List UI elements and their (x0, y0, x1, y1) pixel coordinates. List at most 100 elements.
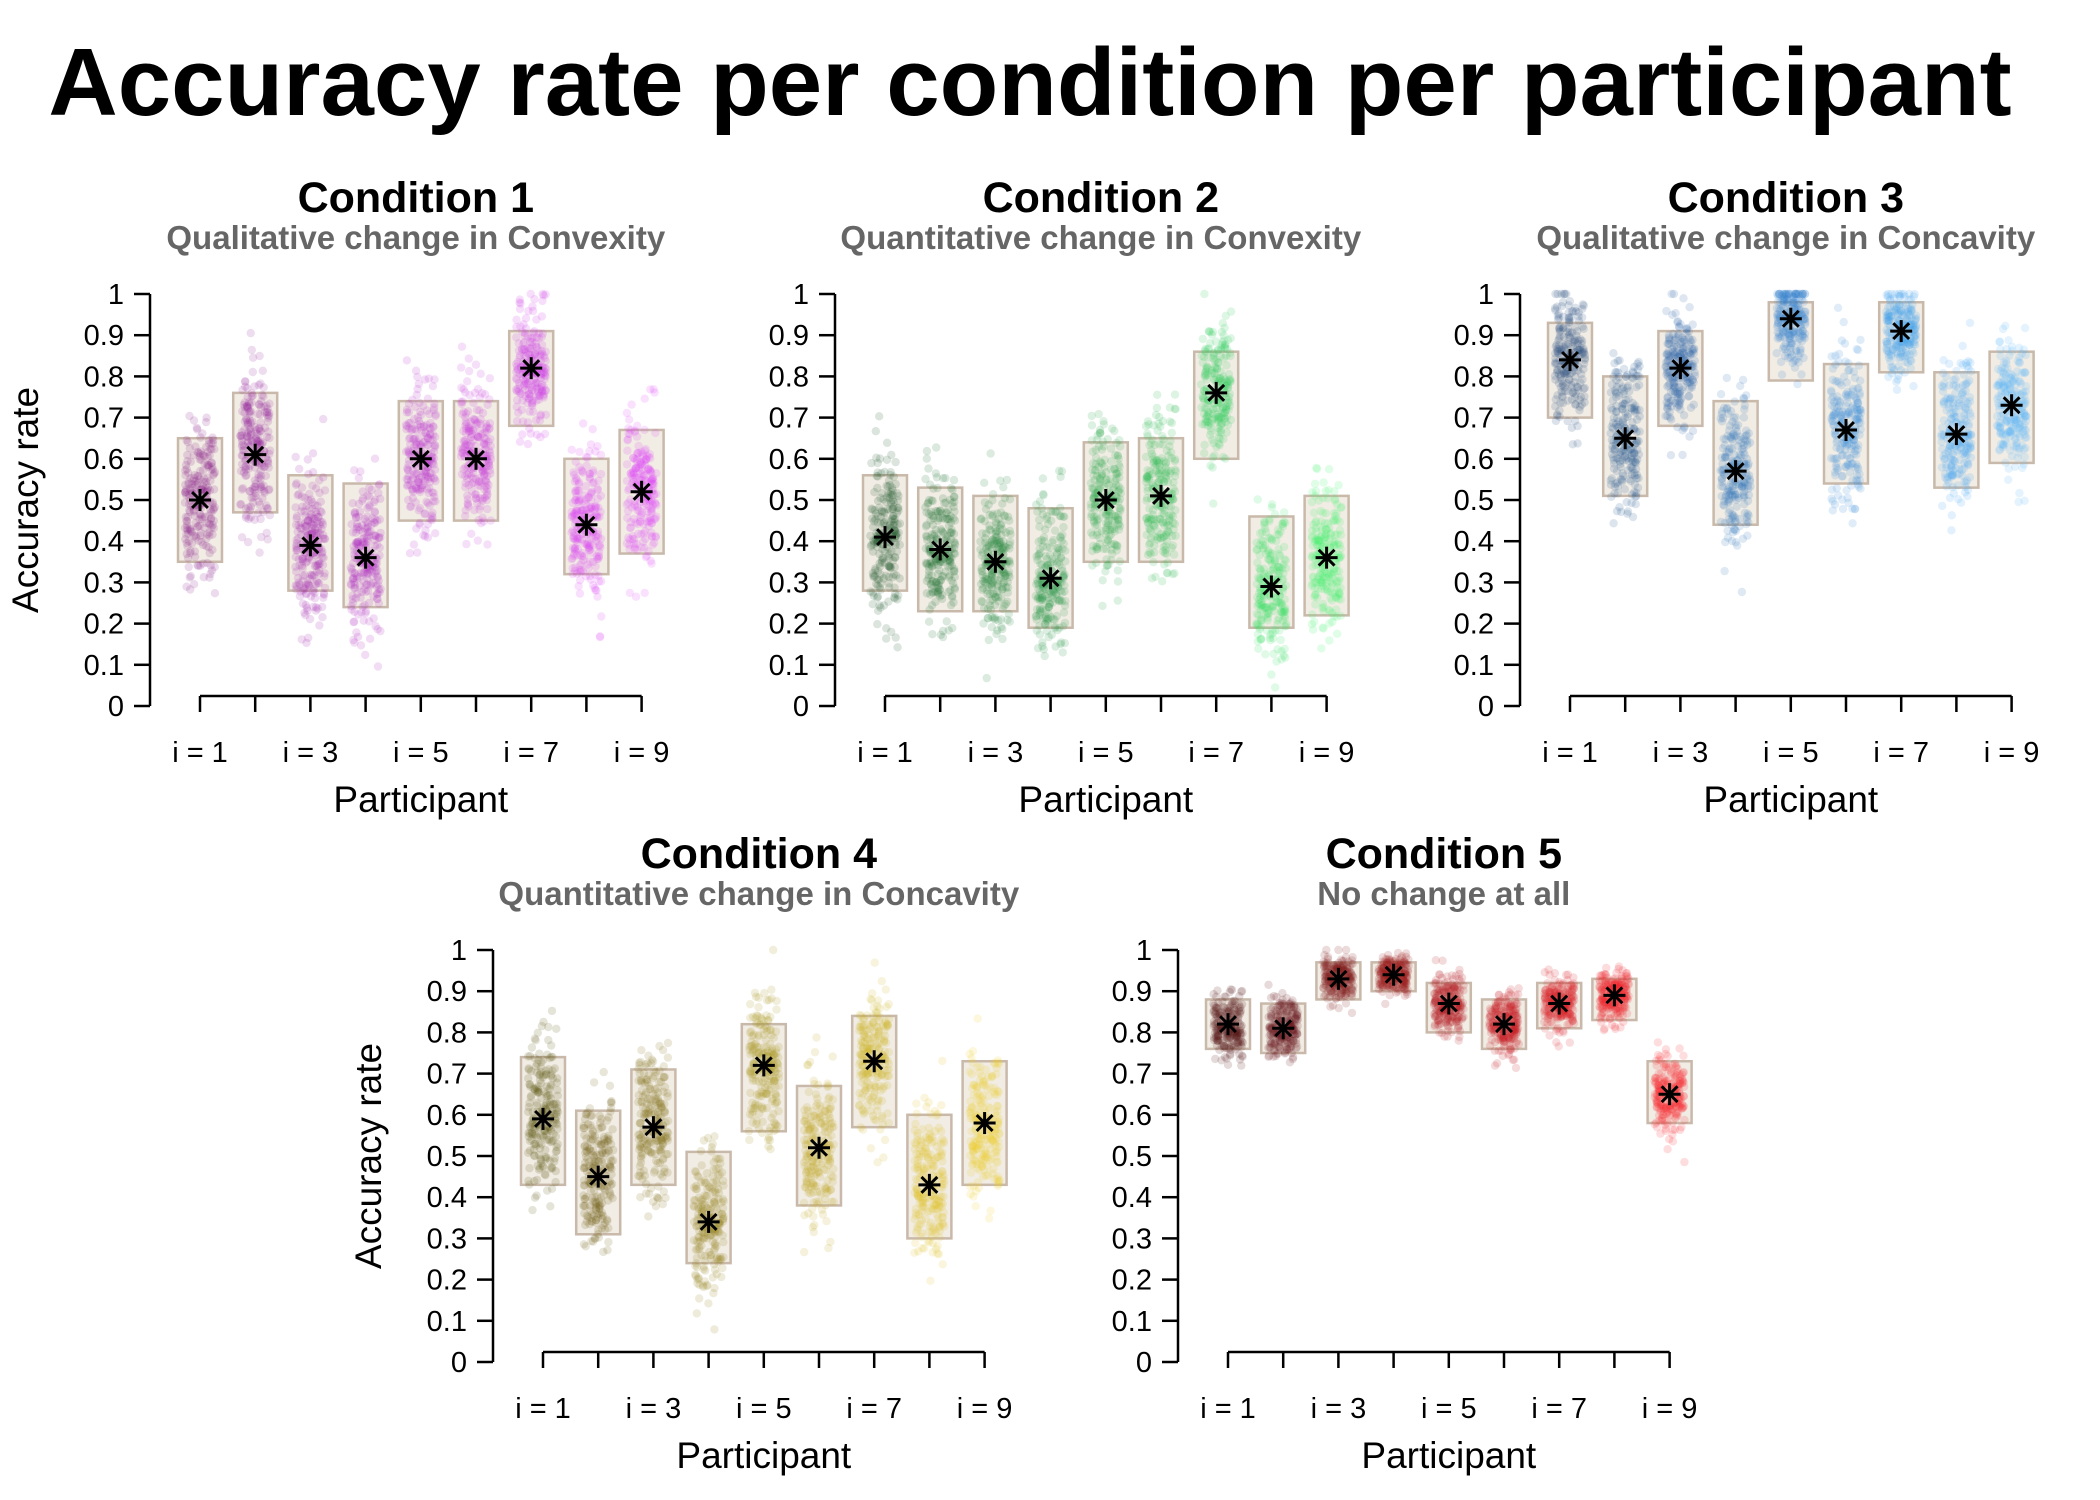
participant-points (910, 1056, 949, 1286)
mean-marker (1779, 307, 1802, 330)
y-tick-label: 0.7 (427, 1059, 467, 1091)
participant-points (921, 443, 960, 642)
panel-subtitle: Quantitative change in Concavity (498, 875, 1019, 912)
panel-subtitle: No change at all (1317, 875, 1570, 912)
y-tick-label: 1 (793, 279, 809, 311)
x-tick-label: i = 1 (1542, 737, 1598, 769)
participant-points (1264, 980, 1302, 1067)
y-tick-label: 0.6 (1454, 444, 1494, 476)
x-tick-label: i = 5 (736, 1393, 792, 1425)
y-tick-label: 0.7 (769, 403, 809, 435)
participant-points (1606, 349, 1644, 528)
panel-title: Condition 3 (1668, 174, 1904, 222)
x-tick-label: i = 1 (515, 1393, 571, 1425)
y-tick-label: 0.5 (427, 1141, 467, 1173)
mean-marker (752, 1054, 775, 1077)
interval-box (287, 474, 334, 592)
mean-marker (1217, 1013, 1239, 1036)
mean-marker (1094, 489, 1117, 511)
y-axis-title: Accuracy rate (5, 387, 46, 613)
mean-marker (929, 538, 952, 561)
x-axis-title: Participant (1018, 779, 1194, 820)
y-tick-label: 0.9 (84, 320, 124, 352)
mean-marker (1559, 348, 1581, 371)
y-tick-label: 0.5 (1112, 1141, 1152, 1173)
y-tick-label: 0.8 (1112, 1017, 1152, 1049)
participant-points (1937, 318, 1976, 535)
y-tick-label: 0.9 (1454, 320, 1494, 352)
x-tick-label: i = 7 (1873, 737, 1929, 769)
participant-points (456, 342, 496, 549)
y-tick-label: 0.7 (84, 403, 124, 435)
panel-subtitle: Qualitative change in Concavity (1536, 219, 2035, 256)
y-tick-label: 0.7 (1112, 1059, 1152, 1091)
participant-points (1086, 409, 1126, 611)
y-tick-label: 0 (1136, 1347, 1152, 1379)
mean-marker (244, 443, 267, 466)
x-axis-title: Participant (1361, 1435, 1537, 1476)
figure-title: Accuracy rate per condition per particip… (48, 29, 2012, 136)
mean-marker (808, 1136, 830, 1159)
participant-points (346, 454, 385, 671)
y-tick-label: 0.1 (1454, 650, 1494, 682)
mean-marker (630, 480, 653, 503)
y-tick-label: 1 (1478, 279, 1494, 311)
y-tick-label: 0.6 (1112, 1100, 1152, 1132)
mean-marker (973, 1112, 996, 1135)
mean-marker (409, 447, 432, 470)
x-tick-label: i = 3 (283, 737, 339, 769)
y-tick-label: 0.3 (1454, 567, 1494, 599)
y-tick-label: 0.4 (84, 526, 124, 558)
y-tick-label: 0 (793, 691, 809, 723)
y-tick-label: 0.3 (427, 1223, 467, 1255)
mean-marker (642, 1116, 665, 1139)
mean-marker (1890, 320, 1913, 343)
x-tick-label: i = 9 (1642, 1393, 1698, 1425)
y-tick-label: 0 (1478, 691, 1494, 723)
mean-marker (1272, 1017, 1295, 1040)
participant-points (1550, 289, 1590, 449)
mean-marker (1150, 484, 1172, 507)
participant-points (855, 958, 894, 1167)
y-tick-label: 0.8 (769, 361, 809, 393)
mean-marker (1327, 967, 1350, 990)
y-tick-label: 0.8 (427, 1017, 467, 1049)
y-tick-label: 0.1 (427, 1306, 467, 1338)
x-tick-label: i = 9 (614, 737, 670, 769)
participant-points (180, 411, 220, 598)
y-tick-label: 0.8 (1454, 361, 1494, 393)
y-tick-label: 0.1 (84, 650, 124, 682)
y-tick-label: 0.3 (1112, 1223, 1152, 1255)
x-tick-label: i = 3 (1311, 1393, 1367, 1425)
y-axis-title: Accuracy rate (348, 1043, 389, 1269)
y-tick-label: 1 (451, 935, 467, 967)
y-tick-label: 0.2 (769, 609, 809, 641)
y-tick-label: 0.2 (84, 609, 124, 641)
participant-points (1661, 289, 1700, 460)
panel-subtitle: Quantitative change in Convexity (840, 219, 1361, 256)
x-tick-label: i = 7 (1531, 1393, 1587, 1425)
mean-marker (1835, 418, 1857, 441)
mean-marker (532, 1107, 554, 1130)
panel-title: Condition 5 (1326, 830, 1562, 878)
y-tick-label: 0.5 (769, 485, 809, 517)
x-tick-label: i = 3 (968, 737, 1024, 769)
mean-marker (1205, 381, 1228, 404)
participant-points (291, 414, 330, 648)
mean-marker (2000, 394, 2023, 417)
mean-marker (1493, 1013, 1515, 1036)
x-tick-label: i = 9 (957, 1393, 1013, 1425)
mean-marker (575, 513, 598, 536)
participant-points (1650, 1038, 1689, 1167)
y-tick-label: 0.2 (427, 1265, 467, 1297)
y-tick-label: 0.5 (84, 485, 124, 517)
x-tick-label: i = 7 (1188, 737, 1244, 769)
y-tick-label: 0.7 (1454, 403, 1494, 435)
x-tick-label: i = 3 (626, 1393, 682, 1425)
y-tick-label: 0.4 (1454, 526, 1494, 558)
participant-points (579, 1067, 618, 1257)
y-tick-label: 1 (108, 279, 124, 311)
